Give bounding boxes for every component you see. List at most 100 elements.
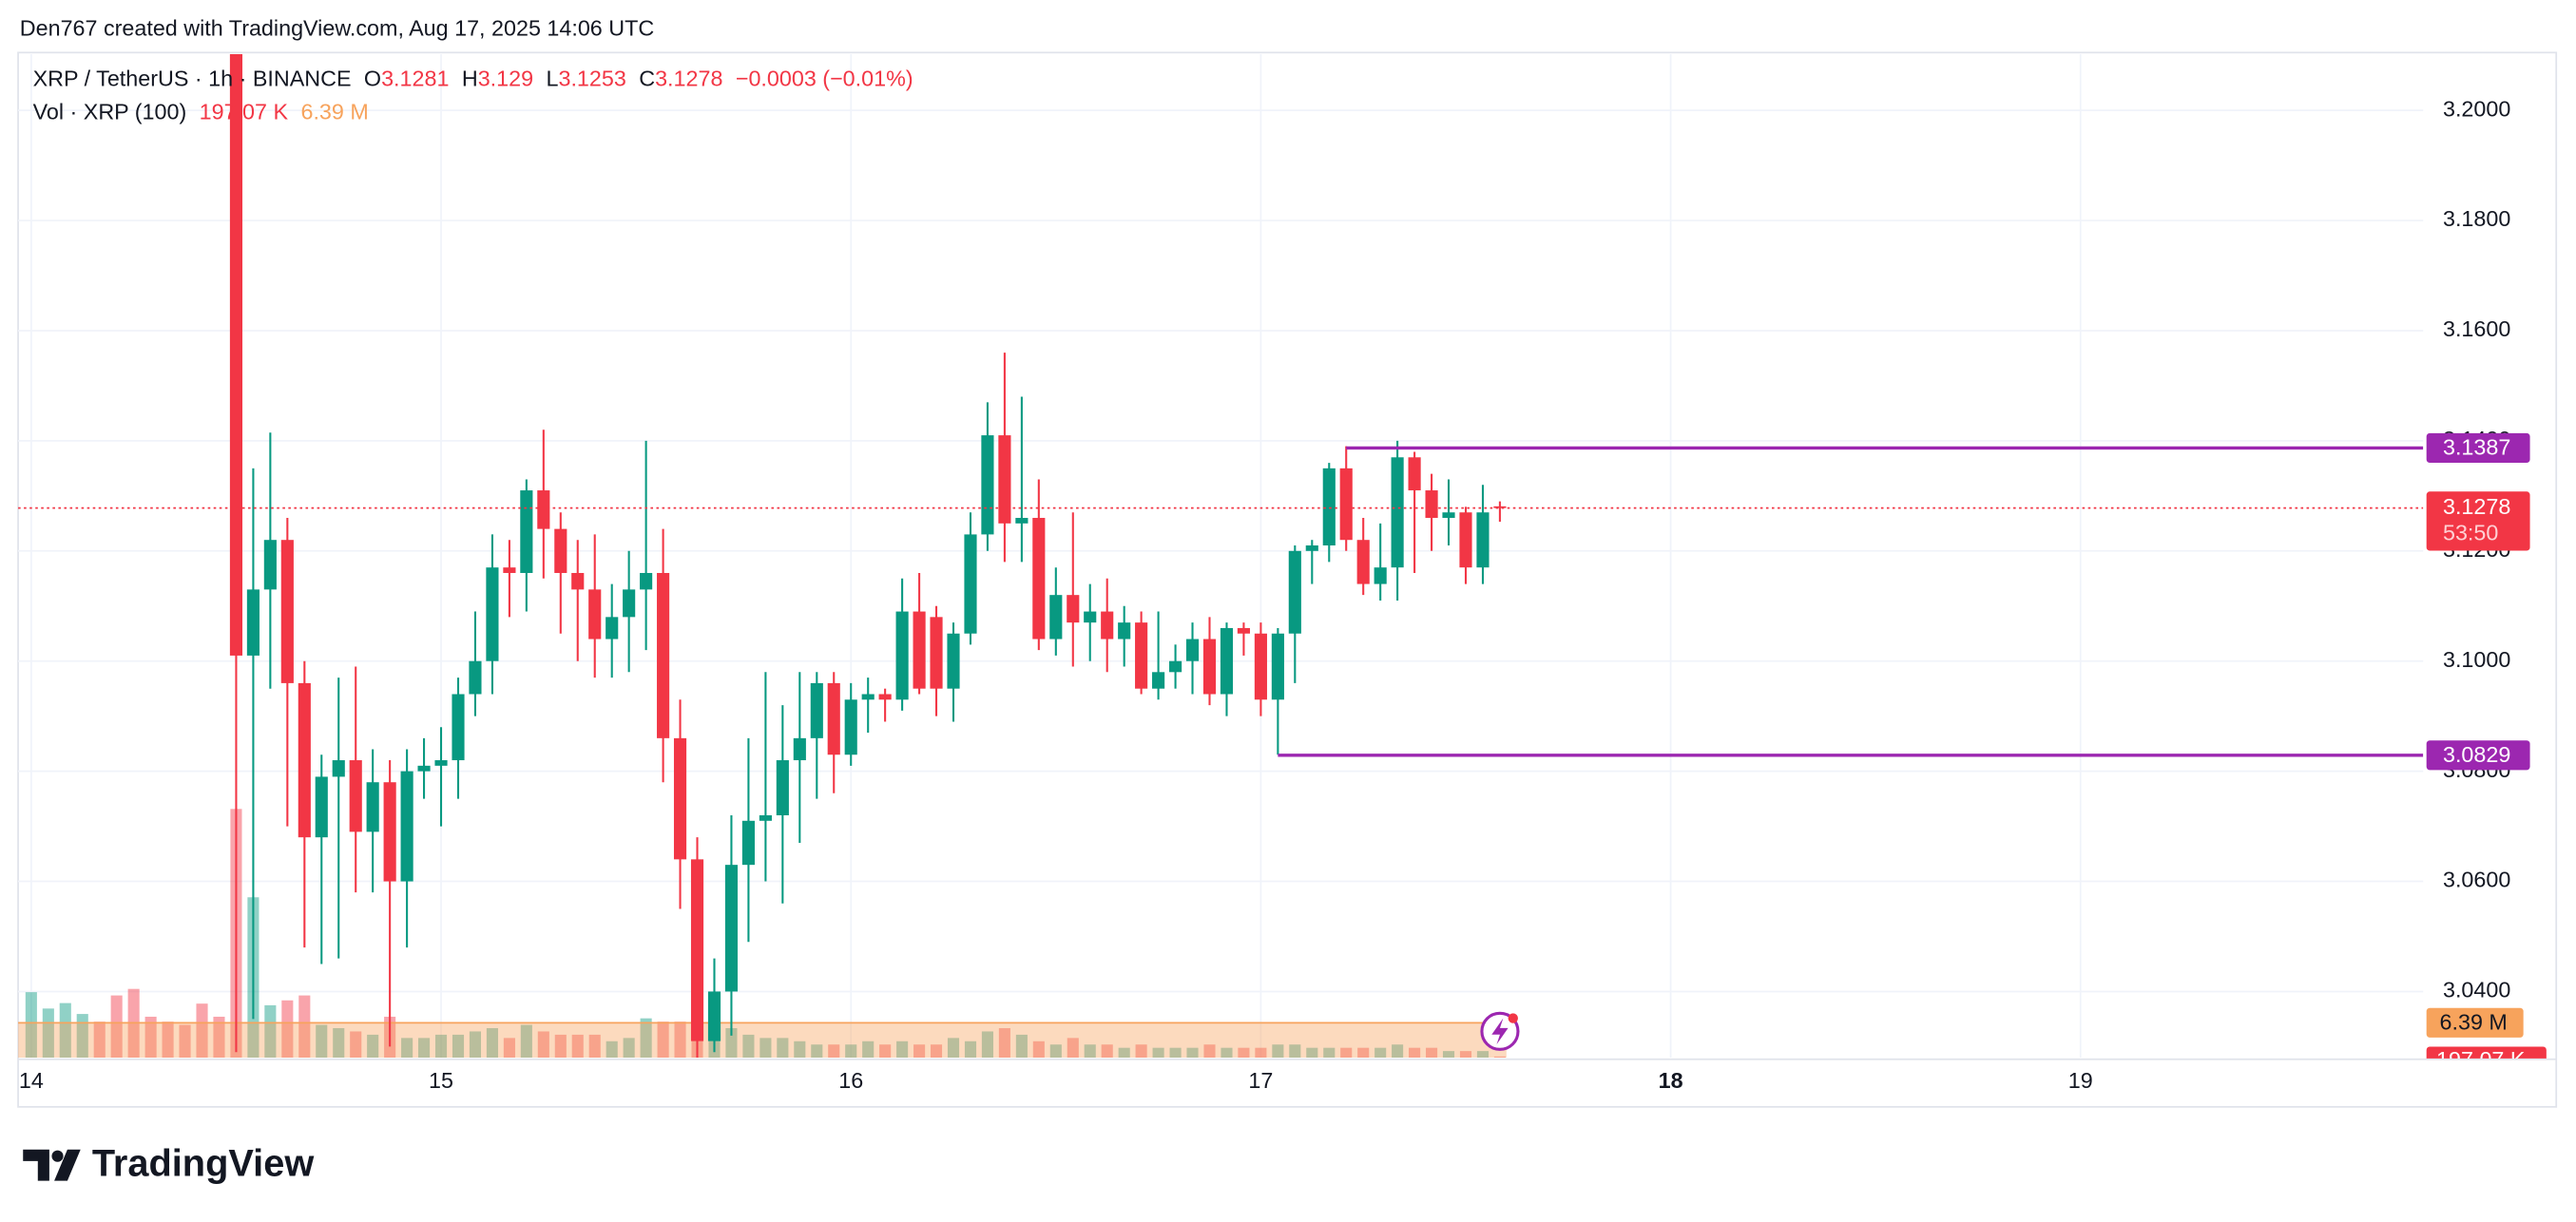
volume-bar [42, 1008, 54, 1059]
candle-body [280, 540, 294, 683]
volume-bar [1135, 1044, 1147, 1059]
candle-body [1493, 506, 1507, 508]
volume-bar [1169, 1047, 1182, 1059]
volume-bar [110, 995, 123, 1059]
volume-bar [930, 1044, 943, 1059]
level-tag [2426, 740, 2530, 771]
candle-body [707, 991, 721, 1041]
volume-bar [298, 995, 311, 1059]
volume-bar [1493, 1056, 1506, 1059]
volume-bar [606, 1041, 618, 1059]
ohlc-letter: H [462, 67, 478, 91]
y-tick-label: 3.2000 [2443, 96, 2510, 121]
volume-bar [554, 1034, 567, 1059]
candle-body [1271, 633, 1284, 700]
candle-body [1459, 512, 1472, 568]
candle-body [1305, 545, 1318, 551]
volume-bar [264, 1004, 277, 1059]
level-tag-label: 3.0829 [2443, 742, 2510, 767]
candle-body [554, 528, 567, 573]
candle-body [657, 572, 670, 738]
volume-bar [657, 1022, 669, 1059]
candle-body [690, 859, 704, 1041]
x-tick-label: 19 [2068, 1068, 2093, 1093]
volume-bar [1392, 1044, 1404, 1059]
volume-name: Vol · XRP (100) [33, 99, 187, 124]
volume-ma-tag-label: 6.39 M [2440, 1009, 2508, 1034]
candle-body [1254, 633, 1267, 700]
candle-body [1118, 622, 1131, 640]
volume-bar [1221, 1047, 1233, 1059]
volume-last: 197.07 K [200, 99, 289, 124]
candle-body [895, 611, 909, 700]
legend-symbol: XRP / TetherUS · 1h · BINANCE O3.1281 H3… [33, 67, 913, 91]
volume-bar [1426, 1047, 1438, 1059]
plot [18, 54, 2424, 1059]
volume-bar [1476, 1051, 1490, 1059]
replay-icon [1480, 1011, 1520, 1051]
candle-body [434, 760, 448, 766]
volume-bar [845, 1044, 857, 1059]
candle-body [606, 617, 619, 640]
x-tick-label: 18 [1659, 1068, 1683, 1093]
volume-bar [469, 1031, 481, 1059]
candle-body [332, 760, 345, 777]
y-tick-label: 3.1600 [2443, 316, 2510, 341]
candle-body [1220, 627, 1234, 695]
ohlc-letter: O [364, 67, 381, 91]
candle-body [486, 567, 499, 661]
logo-text: TradingView [92, 1143, 314, 1185]
legend-volume: Vol · XRP (100) 197.07 K 6.39 M [33, 99, 369, 124]
candle-body [1015, 518, 1028, 524]
volume-bar [998, 1028, 1010, 1059]
volume-bar [1357, 1047, 1370, 1059]
volume-bar [1323, 1047, 1336, 1059]
x-tick-label: 14 [19, 1068, 44, 1093]
volume-bar [76, 1014, 88, 1059]
volume-bar [350, 1031, 362, 1059]
candle-body [623, 589, 636, 618]
time-axis: 14 15 16 17 18 19 [19, 1068, 2093, 1093]
candle-body [383, 782, 396, 882]
volume-bar [367, 1034, 379, 1059]
volume-bar [811, 1044, 823, 1059]
level-tag-label: 3.1387 [2443, 434, 2510, 459]
volume-bar [896, 1041, 909, 1059]
volume-bar [828, 1044, 840, 1059]
volume-bar [179, 1024, 191, 1059]
volume-bar [1306, 1047, 1318, 1059]
candle-body [1202, 639, 1217, 695]
volume-bar [1118, 1047, 1130, 1059]
volume-bar [1409, 1047, 1421, 1059]
candle-body [400, 771, 413, 882]
volume-bar [1238, 1047, 1250, 1059]
volume-bar [794, 1041, 806, 1059]
candle-body [1442, 512, 1455, 519]
candle-body [861, 694, 875, 700]
volume-bar [196, 1003, 208, 1059]
candle-body [947, 633, 960, 689]
candle-body [1152, 672, 1165, 689]
candle-body [724, 865, 739, 992]
candle-body [366, 782, 379, 832]
candle-body [588, 589, 602, 640]
candle-body [469, 660, 482, 695]
candle-body [1049, 595, 1063, 640]
volume-bar [623, 1038, 635, 1059]
volume-bar [674, 1022, 686, 1059]
volume-ma-tag [2426, 1007, 2524, 1038]
candle-body [417, 765, 431, 772]
candle-body [571, 572, 585, 590]
volume-bar [537, 1031, 549, 1059]
volume-bar [759, 1038, 772, 1059]
ohlc-letter: L [546, 67, 558, 91]
frame [17, 51, 2558, 1108]
volume-bar [1255, 1047, 1267, 1059]
volume-bar [401, 1038, 413, 1059]
ohlc-value: 3.1278 [655, 67, 722, 91]
candle-body [1084, 611, 1097, 623]
candle-body [1032, 518, 1046, 640]
candle-body [298, 682, 311, 838]
